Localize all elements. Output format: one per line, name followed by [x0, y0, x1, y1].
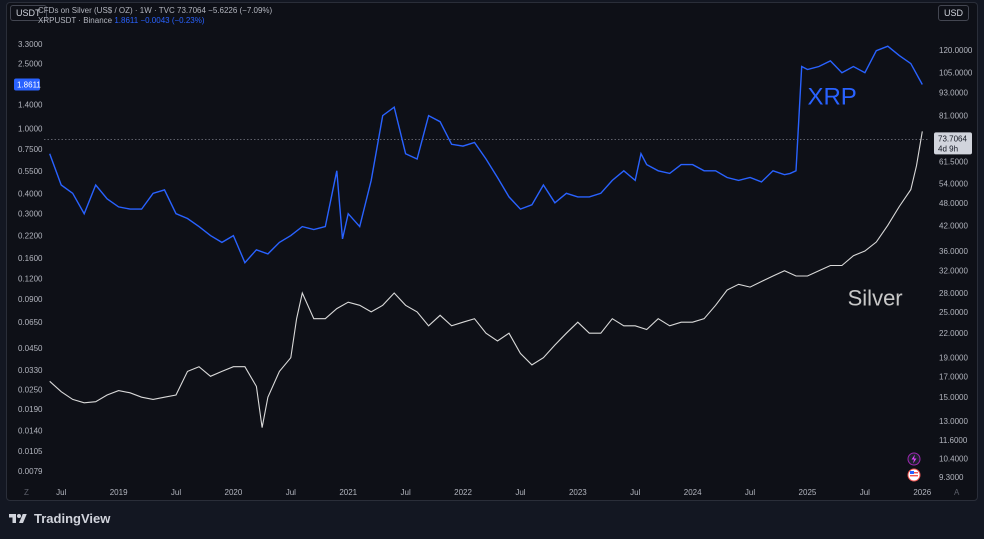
right-axis-tick-15: 15.0000	[939, 393, 968, 402]
legend-silver-change: −5.6226 (−7.09%)	[208, 6, 273, 15]
left-axis-tick-2: 1.4000	[18, 101, 43, 110]
xrp-annotation: XRP	[807, 84, 856, 111]
svg-text:4d 9h: 4d 9h	[938, 144, 958, 153]
right-axis-tick-5: 54.0000	[939, 179, 968, 188]
right-axis-tick-11: 25.0000	[939, 308, 968, 317]
x-axis-tick-5: 2021	[339, 488, 357, 497]
left-axis-tick-14: 0.0330	[18, 366, 43, 375]
left-axis-tick-5: 0.5500	[18, 167, 43, 176]
left-axis-tick-18: 0.0105	[18, 447, 43, 456]
chart-legend: CFDs on Silver (US$ / OZ) · 1W · TVC 73.…	[38, 6, 272, 26]
legend-silver-name: CFDs on Silver (US$ / OZ) · 1W · TVC	[38, 6, 175, 15]
x-axis-tick-8: Jul	[515, 488, 525, 497]
svg-text:73.7064: 73.7064	[938, 134, 967, 143]
right-axis-tick-9: 32.0000	[939, 267, 968, 276]
x-axis-tick-13: 2025	[799, 488, 817, 497]
x-axis-tick-7: 2022	[454, 488, 472, 497]
right-currency-badge[interactable]: USD	[938, 5, 970, 21]
right-axis-tick-6: 48.0000	[939, 199, 968, 208]
left-axis-tick-10: 0.1200	[18, 274, 43, 283]
left-axis-tick-6: 0.4000	[18, 189, 43, 198]
legend-xrp-change: −0.0043 (−0.23%)	[140, 16, 205, 25]
flash-icon[interactable]	[907, 452, 921, 466]
x-axis-tick-14: Jul	[860, 488, 870, 497]
left-axis-tick-8: 0.2200	[18, 232, 43, 241]
right-axis-tick-1: 105.0000	[939, 68, 973, 77]
right-axis-tick-4: 61.5000	[939, 158, 968, 167]
right-axis-tick-16: 13.0000	[939, 417, 968, 426]
left-axis-tick-7: 0.3000	[18, 210, 43, 219]
x-axis-tick-6: Jul	[401, 488, 411, 497]
x-axis-tick-4: Jul	[286, 488, 296, 497]
tradingview-logo-icon	[9, 513, 27, 523]
left-axis-tick-4: 0.7500	[18, 145, 43, 154]
right-axis-tick-12: 22.0000	[939, 329, 968, 338]
silver-annotation: Silver	[848, 285, 903, 310]
right-axis-tick-0: 120.0000	[939, 46, 973, 55]
chart-frame	[6, 2, 978, 501]
xrp-series-line	[49, 45, 923, 264]
auto-scale-icon[interactable]: A	[954, 488, 960, 497]
left-current-price-tag: 1.8611	[14, 78, 41, 91]
left-currency-badge[interactable]: USDT	[10, 5, 47, 21]
svg-text:1.8611: 1.8611	[17, 81, 41, 90]
brand-name[interactable]: TradingView	[34, 511, 111, 526]
left-axis-tick-13: 0.0450	[18, 344, 43, 353]
left-axis-tick-1: 2.5000	[18, 60, 43, 69]
right-axis-tick-17: 11.6000	[939, 436, 968, 445]
x-axis-tick-3: 2020	[225, 488, 243, 497]
right-current-price-tag: 73.7064 4d 9h	[934, 132, 972, 155]
legend-silver-last: 73.7064	[177, 6, 206, 15]
us-flag-icon[interactable]	[907, 468, 921, 482]
right-axis-tick-3: 81.0000	[939, 112, 968, 121]
x-axis-tick-11: 2024	[684, 488, 702, 497]
left-axis-tick-12: 0.0650	[18, 318, 43, 327]
right-axis-tick-8: 36.0000	[939, 247, 968, 256]
left-axis-tick-0: 3.3000	[18, 40, 43, 49]
x-axis-tick-9: 2023	[569, 488, 587, 497]
x-axis-tick-12: Jul	[745, 488, 755, 497]
right-axis-tick-13: 19.0000	[939, 354, 968, 363]
right-axis-tick-7: 42.0000	[939, 221, 968, 230]
x-axis-tick-10: Jul	[630, 488, 640, 497]
x-axis-tick-2: Jul	[171, 488, 181, 497]
timezone-icon[interactable]: Z	[24, 488, 29, 497]
left-axis-tick-15: 0.0250	[18, 385, 43, 394]
legend-xrp-last: 1.8611	[114, 16, 139, 25]
x-axis-tick-15: 2026	[913, 488, 931, 497]
legend-xrp-row[interactable]: XRPUSDT · Binance 1.8611 −0.0043 (−0.23%…	[38, 16, 272, 26]
right-axis-tick-10: 28.0000	[939, 289, 968, 298]
left-axis-tick-17: 0.0140	[18, 427, 43, 436]
x-axis-tick-0: Jul	[56, 488, 66, 497]
left-axis-tick-11: 0.0900	[18, 295, 43, 304]
left-axis-tick-9: 0.1600	[18, 254, 43, 263]
left-axis-tick-16: 0.0190	[18, 405, 43, 414]
left-axis-tick-19: 0.0079	[18, 467, 43, 476]
left-axis-tick-3: 1.0000	[18, 124, 43, 133]
x-axis-tick-1: 2019	[110, 488, 128, 497]
right-axis-tick-19: 9.3000	[939, 473, 964, 482]
legend-xrp-name: XRPUSDT · Binance	[38, 16, 113, 25]
right-axis-tick-18: 10.4000	[939, 454, 968, 463]
right-axis-tick-2: 93.0000	[939, 89, 968, 98]
silver-series-line	[49, 131, 923, 428]
legend-silver-row[interactable]: CFDs on Silver (US$ / OZ) · 1W · TVC 73.…	[38, 6, 272, 16]
right-axis-tick-14: 17.0000	[939, 372, 968, 381]
footer: TradingView	[8, 511, 110, 526]
